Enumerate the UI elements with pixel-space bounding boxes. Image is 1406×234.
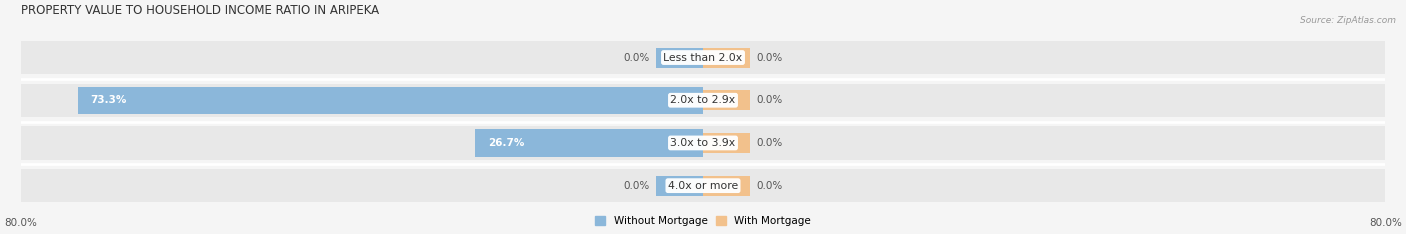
Bar (703, 176, 749, 196)
Text: 2.0x to 2.9x: 2.0x to 2.9x (671, 95, 735, 105)
Text: PROPERTY VALUE TO HOUSEHOLD INCOME RATIO IN ARIPEKA: PROPERTY VALUE TO HOUSEHOLD INCOME RATIO… (21, 4, 378, 17)
Bar (657, 133, 703, 153)
Text: 0.0%: 0.0% (623, 53, 650, 62)
Text: 0.0%: 0.0% (756, 181, 783, 191)
Bar (657, 48, 703, 68)
Bar (703, 90, 749, 110)
Bar (21, 126, 1385, 160)
Text: 0.0%: 0.0% (756, 138, 783, 148)
Text: 3.0x to 3.9x: 3.0x to 3.9x (671, 138, 735, 148)
Bar (21, 41, 1385, 74)
Bar (21, 169, 1385, 202)
Bar (21, 84, 1385, 117)
Bar (703, 48, 749, 68)
Text: Source: ZipAtlas.com: Source: ZipAtlas.com (1301, 16, 1396, 25)
Text: 0.0%: 0.0% (756, 53, 783, 62)
Text: 73.3%: 73.3% (90, 95, 127, 105)
Text: 26.7%: 26.7% (488, 138, 524, 148)
Bar (657, 90, 703, 110)
Bar (657, 176, 703, 196)
Text: Less than 2.0x: Less than 2.0x (664, 53, 742, 62)
Bar (475, 129, 703, 157)
Text: 4.0x or more: 4.0x or more (668, 181, 738, 191)
Legend: Without Mortgage, With Mortgage: Without Mortgage, With Mortgage (591, 212, 815, 230)
Text: 0.0%: 0.0% (756, 95, 783, 105)
Text: 0.0%: 0.0% (623, 181, 650, 191)
Bar (77, 87, 703, 114)
Bar (703, 133, 749, 153)
